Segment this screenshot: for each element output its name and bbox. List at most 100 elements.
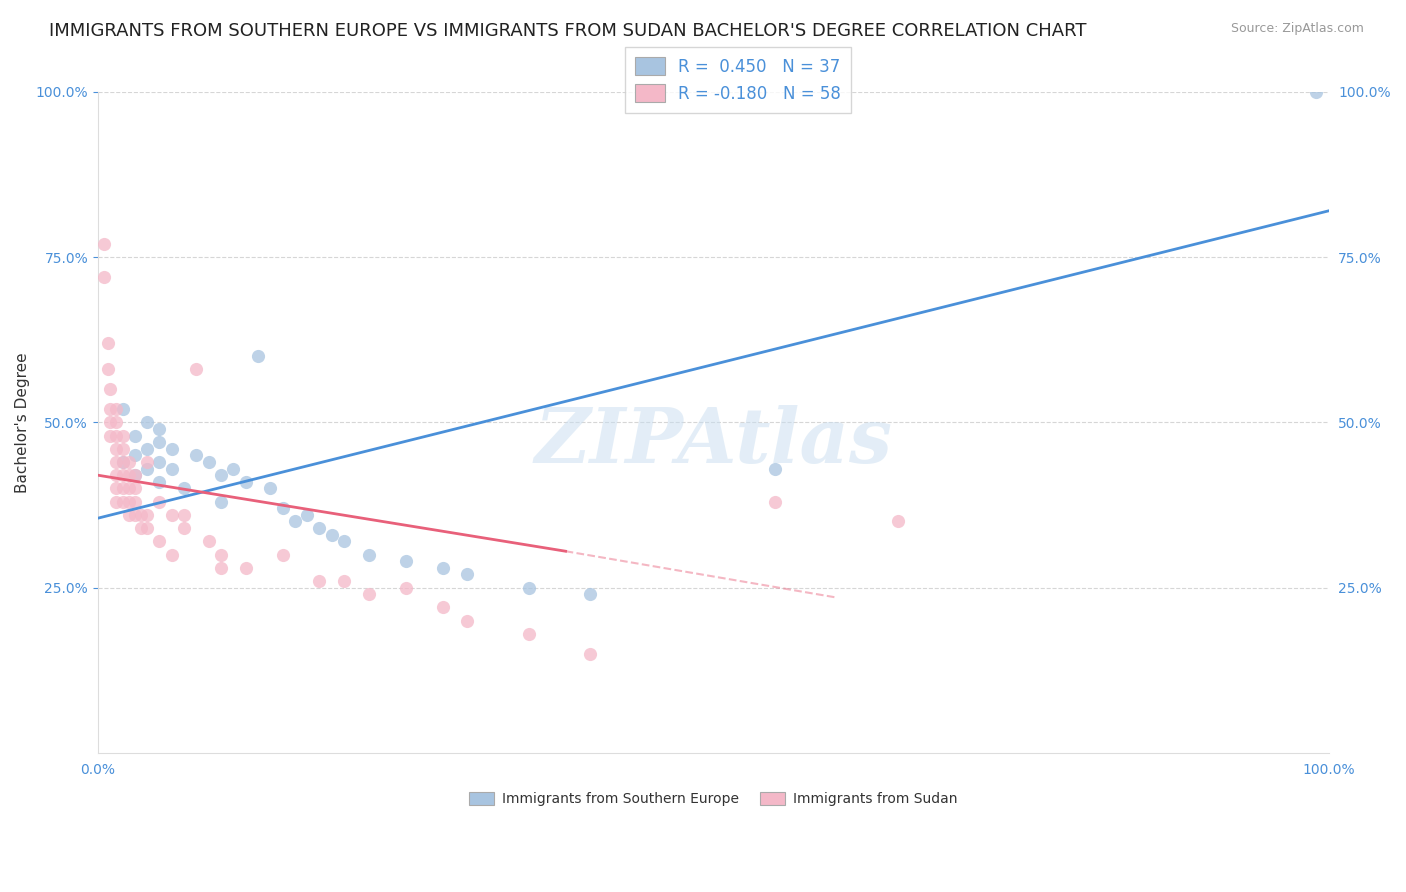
Point: [118, 508, 141, 522]
Point: [124, 449, 146, 463]
Point: [136, 461, 159, 475]
Point: [136, 415, 159, 429]
Text: Source: ZipAtlas.com: Source: ZipAtlas.com: [1230, 22, 1364, 36]
Point: [209, 494, 232, 508]
Point: [97, 362, 120, 376]
Point: [111, 468, 134, 483]
Point: [124, 428, 146, 442]
Point: [235, 475, 257, 489]
Point: [259, 482, 281, 496]
Point: [209, 468, 232, 483]
Point: [93, 269, 115, 284]
Point: [160, 461, 183, 475]
Legend: Immigrants from Southern Europe, Immigrants from Sudan: Immigrants from Southern Europe, Immigra…: [463, 787, 963, 812]
Point: [271, 548, 294, 562]
Point: [394, 581, 416, 595]
Point: [517, 581, 540, 595]
Point: [186, 362, 208, 376]
Point: [111, 442, 134, 456]
Point: [148, 455, 170, 469]
Point: [105, 455, 128, 469]
Point: [111, 402, 134, 417]
Point: [118, 455, 141, 469]
Point: [124, 508, 146, 522]
Point: [173, 482, 195, 496]
Point: [111, 494, 134, 508]
Point: [209, 548, 232, 562]
Point: [105, 494, 128, 508]
Point: [136, 508, 159, 522]
Point: [173, 521, 195, 535]
Point: [271, 501, 294, 516]
Point: [148, 534, 170, 549]
Point: [148, 422, 170, 436]
Point: [235, 560, 257, 574]
Point: [246, 349, 269, 363]
Point: [887, 515, 910, 529]
Point: [136, 442, 159, 456]
Text: IMMIGRANTS FROM SOUTHERN EUROPE VS IMMIGRANTS FROM SUDAN BACHELOR'S DEGREE CORRE: IMMIGRANTS FROM SOUTHERN EUROPE VS IMMIG…: [49, 22, 1087, 40]
Point: [394, 554, 416, 568]
Point: [148, 435, 170, 450]
Text: ZIPAtlas: ZIPAtlas: [534, 405, 893, 479]
Point: [432, 560, 454, 574]
Point: [160, 442, 183, 456]
Point: [105, 442, 128, 456]
Point: [197, 455, 219, 469]
Point: [308, 521, 330, 535]
Point: [136, 455, 159, 469]
Point: [222, 461, 245, 475]
Point: [111, 482, 134, 496]
Point: [105, 415, 128, 429]
Point: [118, 468, 141, 483]
Point: [763, 494, 786, 508]
Point: [124, 482, 146, 496]
Y-axis label: Bachelor's Degree: Bachelor's Degree: [15, 352, 30, 492]
Point: [105, 468, 128, 483]
Point: [111, 428, 134, 442]
Point: [160, 548, 183, 562]
Point: [321, 527, 343, 541]
Point: [763, 461, 786, 475]
Point: [129, 521, 152, 535]
Point: [105, 428, 128, 442]
Point: [98, 415, 121, 429]
Point: [579, 647, 602, 661]
Point: [357, 587, 380, 601]
Point: [1305, 85, 1327, 99]
Point: [186, 449, 208, 463]
Point: [118, 494, 141, 508]
Point: [111, 455, 134, 469]
Point: [97, 336, 120, 351]
Point: [148, 494, 170, 508]
Point: [136, 521, 159, 535]
Point: [333, 534, 356, 549]
Point: [98, 382, 121, 396]
Point: [129, 508, 152, 522]
Point: [209, 560, 232, 574]
Point: [308, 574, 330, 588]
Point: [333, 574, 356, 588]
Point: [284, 515, 307, 529]
Point: [295, 508, 318, 522]
Point: [98, 402, 121, 417]
Point: [456, 567, 478, 582]
Point: [197, 534, 219, 549]
Point: [93, 236, 115, 251]
Point: [118, 482, 141, 496]
Point: [111, 455, 134, 469]
Point: [517, 627, 540, 641]
Point: [160, 508, 183, 522]
Point: [579, 587, 602, 601]
Point: [105, 402, 128, 417]
Point: [432, 600, 454, 615]
Point: [124, 468, 146, 483]
Point: [173, 508, 195, 522]
Point: [98, 428, 121, 442]
Point: [148, 475, 170, 489]
Point: [357, 548, 380, 562]
Point: [124, 468, 146, 483]
Point: [105, 482, 128, 496]
Point: [124, 494, 146, 508]
Point: [456, 614, 478, 628]
